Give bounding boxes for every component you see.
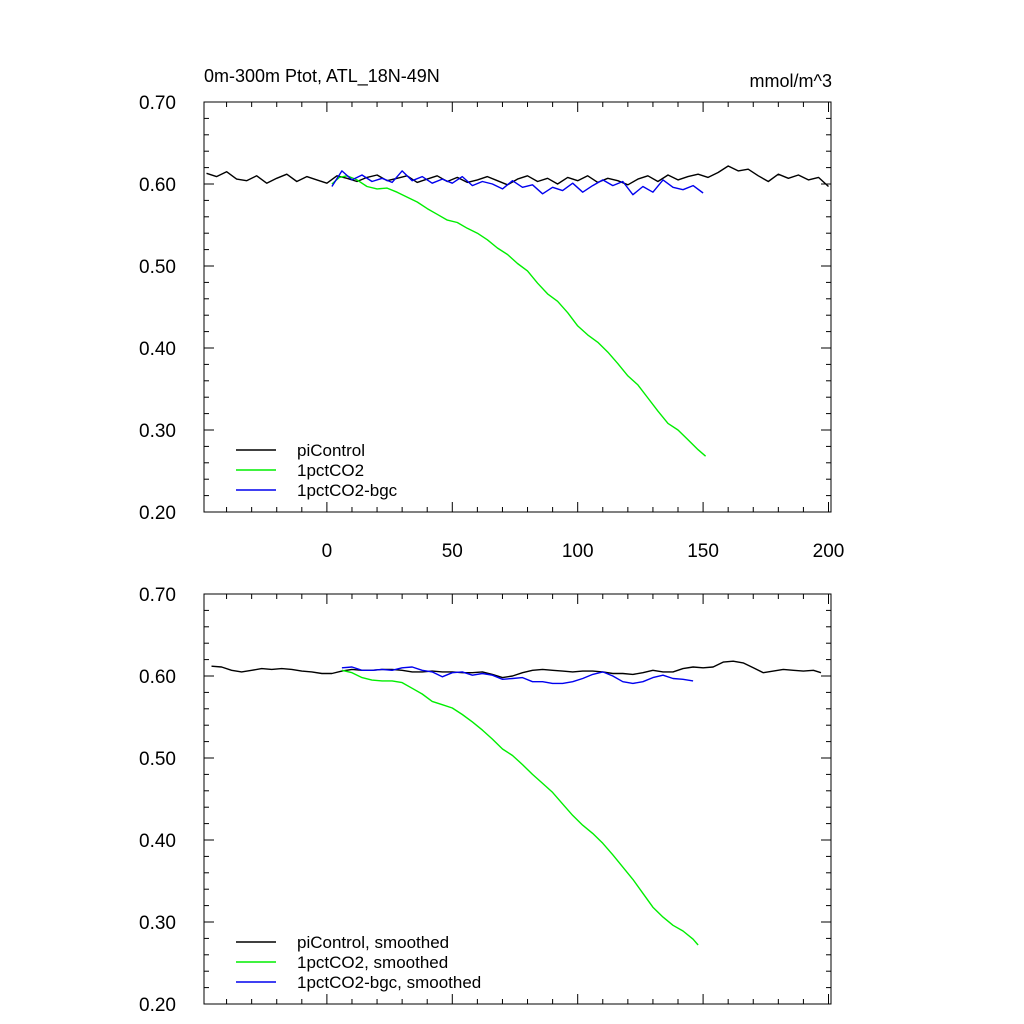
legend-label: 1pctCO2 [297,461,364,480]
y-tick-label: 0.60 [139,667,176,688]
legend-label: piControl [297,441,365,460]
series-line-1pctco2-bgc [331,170,704,196]
series-line-1pctco2-smoothed [341,669,699,946]
bottom-chart-panel: 0.20 0.30 0.40 0.50 0.60 0.70 piControl, smoo… [139,585,832,1016]
bottom-y-tick-labels: 0.20 0.30 0.40 0.50 0.60 0.70 [139,585,176,1016]
bottom-plot-lines [211,660,822,946]
y-tick-label: 0.20 [139,995,176,1016]
y-tick-label: 0.70 [139,585,176,606]
legend-label: 1pctCO2-bgc [297,481,398,500]
top-y-tick-labels: 0.20 0.30 0.40 0.50 0.60 0.70 [139,93,176,524]
y-tick-label: 0.20 [139,503,176,524]
top-plot-frame [203,101,832,513]
top-axis-ticks [204,101,831,513]
x-tick-label: 0 [322,541,333,562]
bottom-axis-ticks [204,593,831,1005]
y-tick-label: 0.50 [139,257,176,278]
legend-label: 1pctCO2-bgc, smoothed [297,973,481,992]
y-tick-label: 0.70 [139,93,176,114]
chart-title: 0m-300m Ptot, ATL_18N-49N [204,66,440,87]
bottom-plot-frame [203,593,832,1005]
series-line-picontrol [206,165,829,188]
x-tick-label: 50 [442,541,463,562]
units-label: mmol/m^3 [750,71,832,91]
x-tick-label: 150 [687,541,719,562]
y-tick-label: 0.30 [139,421,176,442]
legend-label: 1pctCO2, smoothed [297,953,448,972]
top-x-tick-labels: 0 50 100 150 200 [322,541,845,562]
legend-label: piControl, smoothed [297,933,449,952]
y-tick-label: 0.30 [139,913,176,934]
top-plot-lines [206,165,829,457]
y-tick-label: 0.50 [139,749,176,770]
y-tick-label: 0.60 [139,175,176,196]
series-line-1pctco2-bgc-smoothed [341,666,694,685]
y-tick-label: 0.40 [139,339,176,360]
y-tick-label: 0.40 [139,831,176,852]
x-tick-label: 200 [813,541,845,562]
series-line-1pctco2 [331,175,707,457]
x-tick-label: 100 [562,541,594,562]
series-line-picontrol-smoothed [211,660,822,679]
top-chart-panel: 0m-300m Ptot, ATL_18N-49N mmol/m^3 0.200… [139,66,844,562]
